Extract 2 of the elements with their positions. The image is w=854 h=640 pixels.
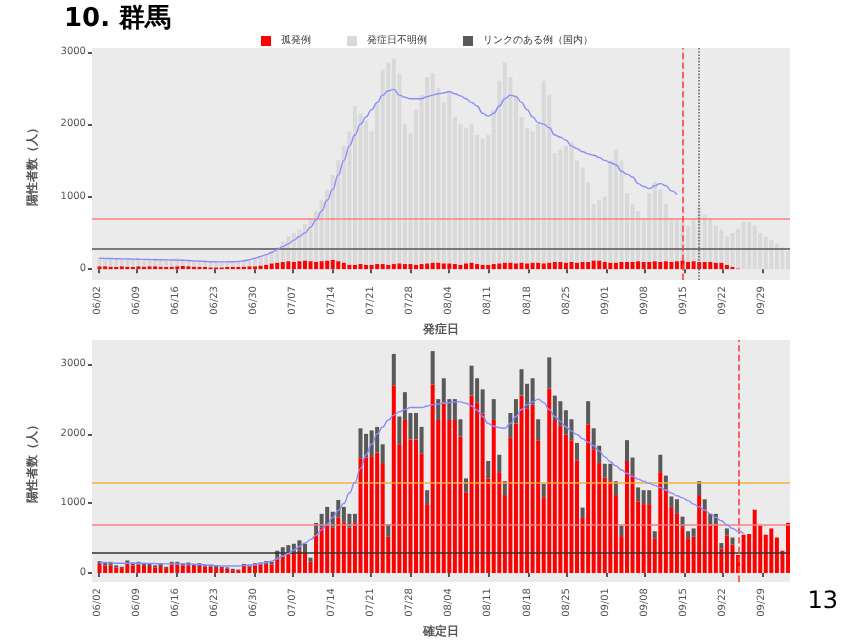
text: 13 (807, 586, 839, 614)
chart-title: 10. 群馬 (64, 4, 172, 34)
